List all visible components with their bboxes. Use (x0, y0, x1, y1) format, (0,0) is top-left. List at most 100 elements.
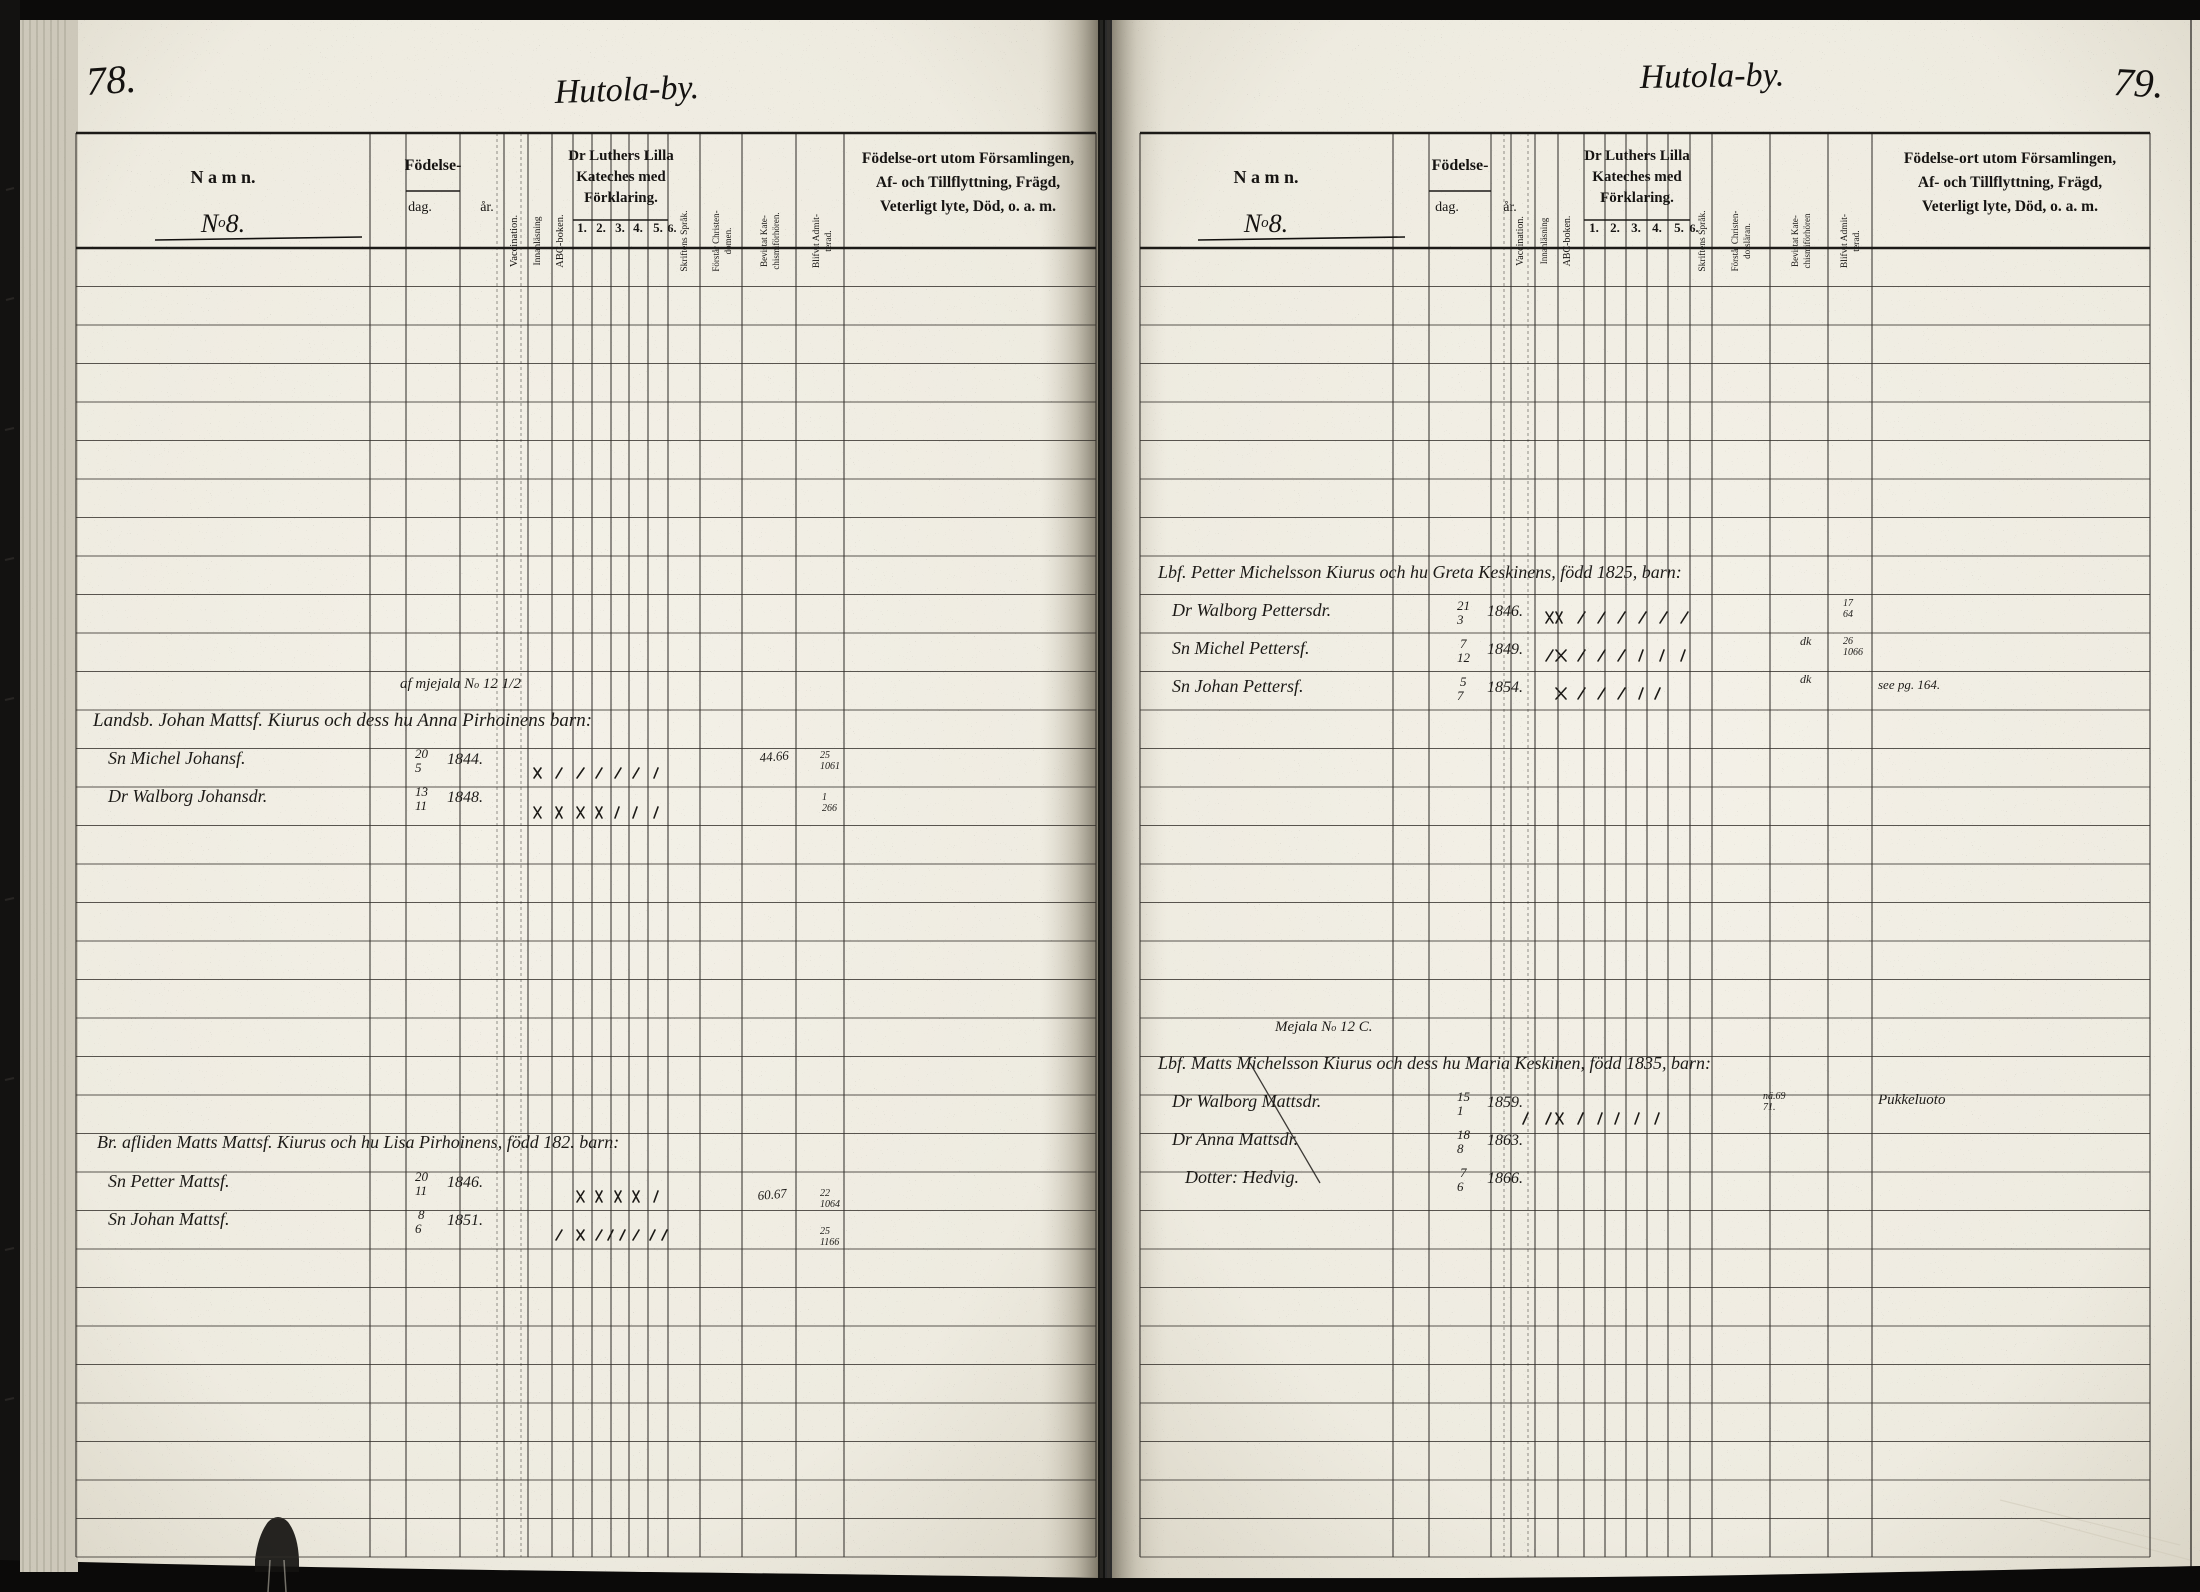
svg-text:Af- och Tillflyttning, Frägd,: Af- och Tillflyttning, Frägd, (876, 174, 1060, 191)
svg-text:13: 13 (415, 784, 429, 799)
svg-text:Sn Michel Johansf.: Sn Michel Johansf. (108, 748, 245, 768)
svg-text:år.: år. (1503, 200, 1517, 215)
svg-text:Dr Luthers Lilla: Dr Luthers Lilla (1584, 148, 1690, 164)
svg-text:dk: dk (1800, 672, 1812, 686)
svg-text:chismiförhören.: chismiförhören. (771, 212, 781, 269)
svg-text:1064: 1064 (820, 1199, 840, 1210)
svg-text:20: 20 (415, 1169, 429, 1184)
svg-text:11: 11 (415, 798, 427, 813)
svg-text:1066: 1066 (1843, 647, 1863, 658)
svg-text:1848.: 1848. (447, 789, 483, 806)
svg-text:ABC-boken.: ABC-boken. (555, 214, 566, 267)
svg-text:71.: 71. (1763, 1102, 1776, 1113)
svg-text:Af- och Tillflyttning, Frägd,: Af- och Tillflyttning, Frägd, (1918, 174, 2102, 191)
svg-text:1.: 1. (1589, 220, 1599, 235)
svg-text:Bevistat Kate-: Bevistat Kate- (759, 215, 769, 267)
svg-text:Sn Petter Mattsf.: Sn Petter Mattsf. (108, 1171, 229, 1191)
svg-text:1846.: 1846. (447, 1174, 483, 1191)
svg-text:Kateches med: Kateches med (576, 169, 666, 185)
svg-text:Innanläsning: Innanläsning (1539, 217, 1549, 264)
svg-text:Hutola-by.: Hutola-by. (553, 69, 700, 111)
svg-text:Förklaring.: Förklaring. (584, 190, 658, 206)
svg-text:4.: 4. (633, 220, 643, 235)
svg-text:6.: 6. (668, 221, 677, 235)
svg-text:Br. afliden Matts Mattsf. Kiur: Br. afliden Matts Mattsf. Kiurus och hu … (97, 1132, 619, 1152)
svg-text:Dr Luthers Lilla: Dr Luthers Lilla (568, 148, 674, 164)
svg-text:20: 20 (415, 746, 429, 761)
svg-text:Kateches med: Kateches med (1592, 169, 1682, 185)
svg-text:1061: 1061 (820, 761, 840, 772)
svg-text:5: 5 (1460, 674, 1467, 689)
svg-text:1854.: 1854. (1487, 679, 1523, 696)
svg-text:Blifvit Admit-: Blifvit Admit- (1839, 214, 1850, 268)
svg-text:2.: 2. (596, 220, 606, 235)
svg-text:Veterligt lyte, Död, o. a. m.: Veterligt lyte, Död, o. a. m. (880, 198, 1056, 215)
svg-text:ABC-boken.: ABC-boken. (1562, 216, 1573, 267)
svg-text:dk: dk (1800, 634, 1812, 648)
svg-text:8: 8 (418, 1207, 425, 1222)
svg-text:Mejala No 12 C.: Mejala No 12 C. (1274, 1019, 1373, 1035)
svg-text:1859.: 1859. (1487, 1094, 1523, 1111)
svg-text:chismiförhören: chismiförhören (1802, 213, 1812, 268)
svg-text:3.: 3. (1631, 220, 1641, 235)
svg-text:22: 22 (820, 1188, 830, 1199)
svg-text:Dr Walborg Mattsdr.: Dr Walborg Mattsdr. (1171, 1091, 1321, 1111)
svg-text:Innanläsning: Innanläsning (533, 216, 543, 265)
svg-text:60.67: 60.67 (757, 1185, 788, 1203)
svg-text:7: 7 (1457, 688, 1464, 703)
svg-text:17: 17 (1843, 598, 1854, 609)
svg-text:Förklaring.: Förklaring. (1600, 190, 1674, 206)
svg-text:Sn Michel Pettersf.: Sn Michel Pettersf. (1172, 638, 1309, 658)
svg-text:7: 7 (1460, 1165, 1467, 1180)
svg-text:1866.: 1866. (1487, 1170, 1523, 1187)
svg-text:Blifvit Admit-: Blifvit Admit- (811, 214, 822, 268)
svg-text:Landsb. Johan Mattsf. Kiurus o: Landsb. Johan Mattsf. Kiurus och dess hu… (92, 710, 592, 731)
svg-text:Dr Anna Mattsdr.: Dr Anna Mattsdr. (1171, 1129, 1298, 1149)
svg-text:5.: 5. (653, 220, 663, 235)
svg-text:Skriftens Språk.: Skriftens Språk. (1697, 210, 1708, 271)
svg-text:6: 6 (415, 1221, 422, 1236)
svg-text:12: 12 (1457, 650, 1471, 665)
svg-text:dag.: dag. (408, 200, 432, 215)
svg-text:21: 21 (1457, 598, 1470, 613)
svg-text:år.: år. (480, 200, 494, 215)
svg-text:3: 3 (1456, 612, 1464, 627)
svg-text:dorsläran.: dorsläran. (1742, 223, 1752, 259)
svg-text:7: 7 (1460, 636, 1467, 651)
svg-text:79.: 79. (2113, 59, 2165, 107)
svg-text:1863.: 1863. (1487, 1132, 1523, 1149)
svg-text:dag.: dag. (1435, 200, 1459, 215)
svg-text:N a m n.: N a m n. (190, 167, 255, 187)
svg-text:26: 26 (1843, 636, 1853, 647)
svg-text:1849.: 1849. (1487, 641, 1523, 658)
svg-text:5.: 5. (1674, 220, 1684, 235)
svg-text:Bevistat Kate-: Bevistat Kate- (1790, 215, 1800, 267)
svg-text:25: 25 (820, 750, 830, 761)
svg-text:266: 266 (822, 803, 837, 814)
svg-text:1844.: 1844. (447, 751, 483, 768)
svg-text:11: 11 (415, 1183, 427, 1198)
svg-text:Förstår Christen-: Förstår Christen- (711, 210, 721, 271)
svg-text:Vaccination.: Vaccination. (509, 215, 520, 267)
svg-text:Födelse-ort utom Församlingen,: Födelse-ort utom Församlingen, (862, 150, 1074, 167)
svg-text:Lbf. Petter Michelsson Kiurus: Lbf. Petter Michelsson Kiurus och hu Gre… (1157, 562, 1682, 582)
svg-text:25: 25 (820, 1226, 830, 1237)
svg-text:Födelse-: Födelse- (1432, 157, 1489, 174)
svg-text:Dr Walborg Pettersdr.: Dr Walborg Pettersdr. (1171, 600, 1331, 620)
svg-text:44.66: 44.66 (759, 747, 790, 765)
svg-text:15: 15 (1457, 1089, 1471, 1104)
svg-text:Sn Johan Pettersf.: Sn Johan Pettersf. (1172, 676, 1303, 696)
svg-text:1.: 1. (577, 220, 587, 235)
svg-text:6: 6 (1457, 1179, 1464, 1194)
svg-text:1166: 1166 (820, 1237, 839, 1248)
svg-text:8: 8 (1457, 1141, 1464, 1156)
svg-text:18: 18 (1457, 1127, 1471, 1142)
svg-text:4.: 4. (1652, 220, 1662, 235)
svg-text:78.: 78. (84, 56, 137, 104)
svg-text:N a m n.: N a m n. (1233, 167, 1298, 187)
svg-text:5: 5 (415, 760, 422, 775)
svg-text:1: 1 (822, 792, 827, 803)
svg-text:terad.: terad. (824, 230, 834, 251)
svg-text:Dotter: Hedvig.: Dotter: Hedvig. (1184, 1167, 1299, 1187)
svg-text:64: 64 (1843, 609, 1853, 620)
